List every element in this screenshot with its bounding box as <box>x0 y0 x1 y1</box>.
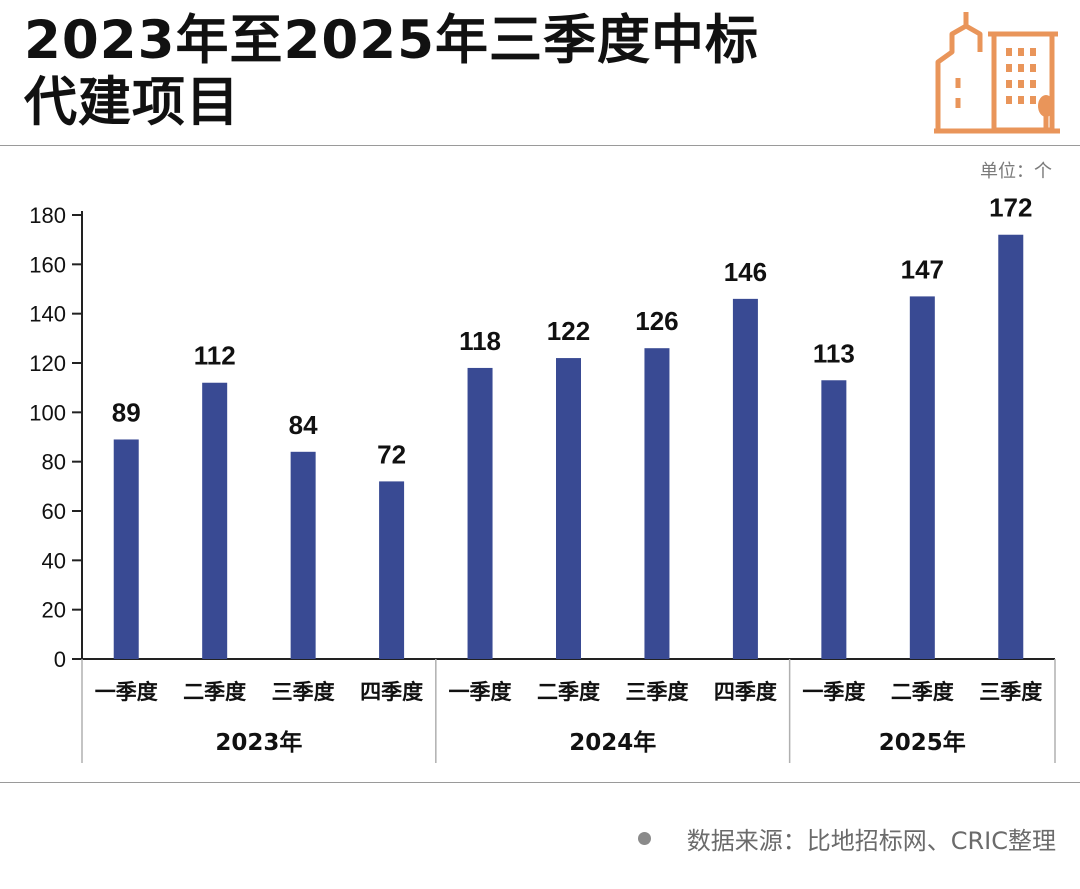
quarter-label: 四季度 <box>714 680 777 704</box>
quarter-label: 一季度 <box>802 680 865 704</box>
bar <box>379 481 405 659</box>
y-tick-label: 100 <box>29 400 66 425</box>
bar-value-label: 122 <box>547 316 590 346</box>
quarter-label: 三季度 <box>625 680 688 704</box>
bar <box>467 367 493 659</box>
bar-value-label: 146 <box>724 257 767 287</box>
quarter-label: 四季度 <box>360 680 423 704</box>
bar-value-label: 118 <box>459 326 501 356</box>
bar-value-label: 89 <box>112 397 141 427</box>
y-tick-label: 0 <box>54 647 66 672</box>
y-tick-label: 160 <box>29 252 66 277</box>
bar <box>821 380 847 659</box>
year-group-label: 2023年 <box>215 729 302 756</box>
y-tick-label: 40 <box>42 548 66 573</box>
bar-value-label: 113 <box>813 338 855 368</box>
source-label: 数据来源：比地招标网、CRIC整理 <box>686 827 1056 855</box>
bar <box>556 358 581 659</box>
bar-value-label: 126 <box>635 306 678 336</box>
bar-chart: 0 20 40 60 80 100 120 140 160 180 89 一季度 112 二季度 84 三季度… <box>29 193 1056 763</box>
header-divider <box>0 145 1080 146</box>
bar <box>998 234 1024 659</box>
year-group-label: 2024年 <box>569 729 656 756</box>
footer-divider <box>0 782 1080 783</box>
bar-value-label: 147 <box>901 254 944 284</box>
quarter-label: 二季度 <box>183 680 246 704</box>
quarter-label: 二季度 <box>537 680 600 704</box>
bar <box>732 298 758 659</box>
quarter-label: 一季度 <box>449 680 512 704</box>
y-tick-label: 20 <box>42 598 66 623</box>
bar <box>113 439 139 659</box>
title-line-2: 代建项目 <box>24 72 240 133</box>
bar <box>644 348 670 659</box>
quarter-label: 二季度 <box>891 680 954 704</box>
quarter-label: 一季度 <box>95 680 158 704</box>
bar <box>202 382 228 659</box>
y-tick-label: 120 <box>29 351 66 376</box>
title-line-1: 2023年至2025年三季度中标 <box>24 10 760 71</box>
quarter-label: 三季度 <box>979 680 1042 704</box>
bullet-dot-icon <box>637 832 651 845</box>
bar-value-label: 84 <box>289 410 318 440</box>
y-tick-label: 140 <box>29 302 66 327</box>
quarter-label: 三季度 <box>272 680 335 704</box>
bar-value-label: 172 <box>989 193 1032 223</box>
source-note: 数据来源：比地招标网、CRIC整理 <box>637 821 1056 856</box>
bar <box>909 296 935 659</box>
y-tick-label: 80 <box>42 450 66 475</box>
bar <box>290 451 316 659</box>
y-tick-label: 60 <box>42 499 66 524</box>
bar-value-label: 72 <box>377 439 406 469</box>
city-buildings-icon <box>934 12 1060 134</box>
bar-value-label: 112 <box>194 341 236 371</box>
y-tick-label: 180 <box>29 203 66 228</box>
page-title: 2023年至2025年三季度中标 代建项目 <box>24 10 759 134</box>
year-group-label: 2025年 <box>879 729 966 756</box>
unit-label: 单位：个 <box>980 161 1052 182</box>
